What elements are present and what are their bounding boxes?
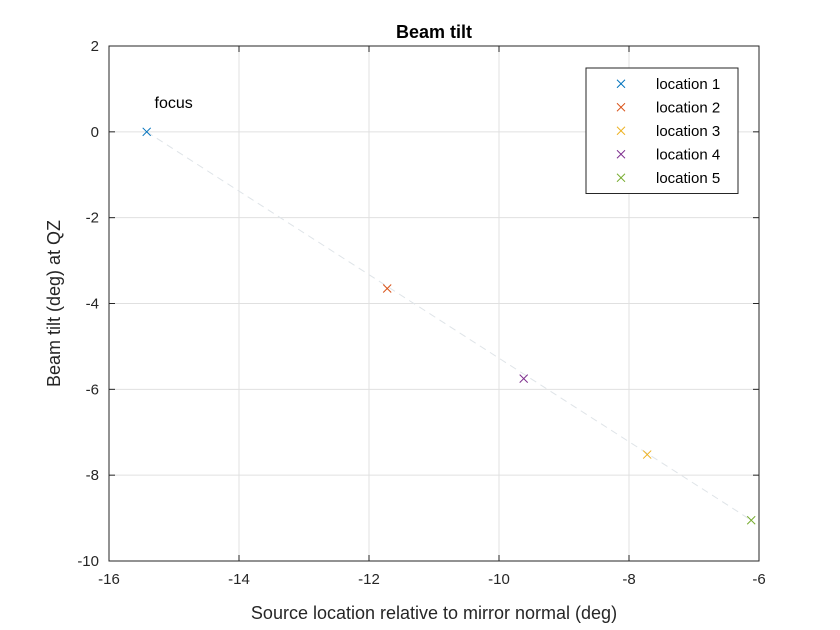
legend-marker <box>616 126 626 136</box>
data-point-location-1 <box>142 127 152 137</box>
y-tick-label: 2 <box>91 38 99 55</box>
legend-entry-label: location 2 <box>656 99 720 116</box>
legend-marker <box>616 102 626 112</box>
y-tick-label: -2 <box>86 210 99 227</box>
legend-box <box>585 67 739 194</box>
y-tick-label: 0 <box>91 124 99 141</box>
legend-marker <box>616 173 626 183</box>
legend-entry-label: location 3 <box>656 123 720 140</box>
x-axis-ticks: -16 -14 -12 -10 -8 -6 <box>98 46 766 588</box>
x-axis-label: Source location relative to mirror norma… <box>251 603 617 623</box>
y-tick-label: -4 <box>86 296 99 313</box>
y-axis-label: Beam tilt (deg) at QZ <box>44 220 64 387</box>
y-axis-ticks: -10 -8 -6 -4 -2 0 2 <box>77 38 759 570</box>
y-tick-label: -8 <box>86 467 99 484</box>
data-point-location-5 <box>746 515 756 525</box>
data-point-location-2 <box>382 284 392 293</box>
annotation-text: focus <box>155 95 193 112</box>
legend-entry-label: location 5 <box>656 170 720 187</box>
legend-entry-label: location 4 <box>656 146 720 163</box>
x-tick-label: -6 <box>752 571 765 588</box>
x-tick-label: -10 <box>488 571 510 588</box>
data-point-location-4 <box>519 374 529 383</box>
data-points <box>142 127 756 525</box>
legend-entry-label: location 1 <box>656 76 720 93</box>
y-tick-label: -10 <box>77 553 99 570</box>
legend-marker <box>616 79 626 89</box>
data-point-location-3 <box>642 450 652 459</box>
legend: location 1 location 2 location 3 location 4… <box>585 67 739 194</box>
y-tick-label: -6 <box>86 381 99 398</box>
annotations: focus <box>155 95 193 112</box>
chart-title: Beam tilt <box>396 22 472 42</box>
x-tick-label: -12 <box>358 571 380 588</box>
x-tick-label: -8 <box>622 571 635 588</box>
x-tick-label: -16 <box>98 571 120 588</box>
x-tick-label: -14 <box>228 571 250 588</box>
legend-marker <box>616 149 626 159</box>
